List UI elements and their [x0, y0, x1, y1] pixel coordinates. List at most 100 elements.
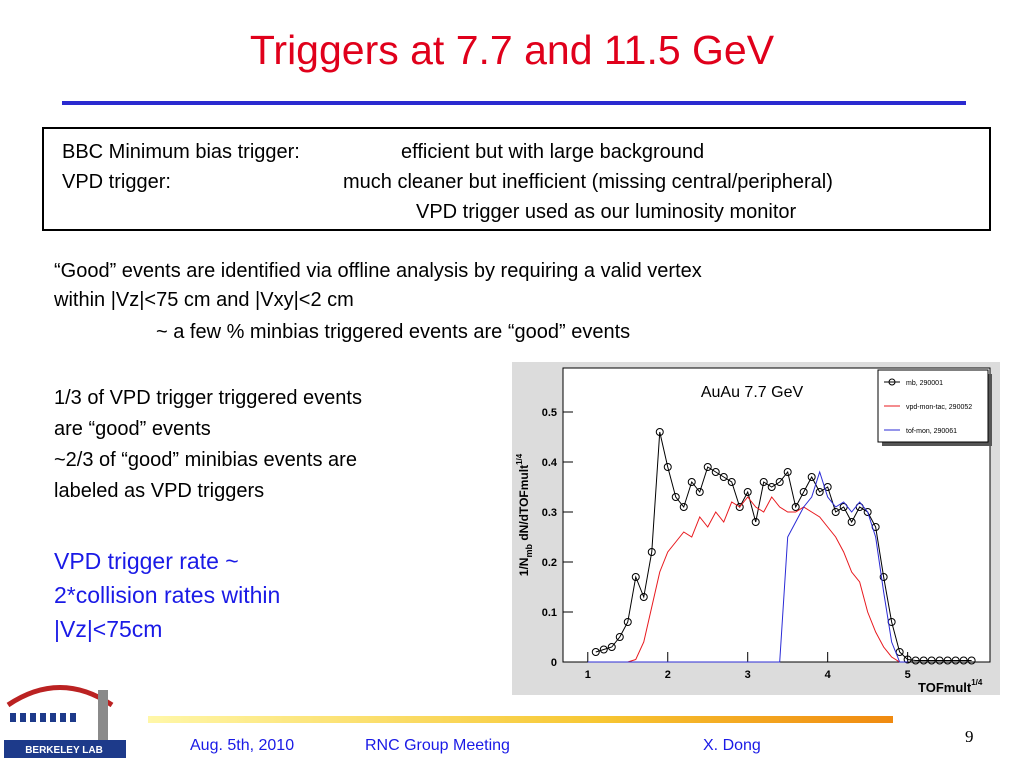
data-point	[919, 656, 928, 665]
y-label-sub: mb	[524, 544, 534, 558]
data-point	[879, 573, 888, 581]
series-line	[595, 431, 972, 661]
data-point	[695, 488, 704, 496]
legend-marker	[888, 378, 896, 386]
box-value: much cleaner but inefficient (missing ce…	[343, 171, 833, 193]
data-point	[903, 655, 912, 664]
plot: 1 2 3 4 5 0 0.1 0.2 0.3 0.4 0.5 mb, 290001 vpd-mon-t…	[542, 369, 992, 681]
logo-tower	[98, 690, 108, 740]
logo-arc	[6, 685, 114, 708]
y-tick-label: 0.4	[542, 457, 558, 469]
y-label-part: 1/N	[517, 558, 531, 577]
y-tick-label: 0.2	[542, 557, 557, 569]
summary-text: BBC Minimum bias trigger: efficient but …	[62, 141, 833, 223]
data-point	[911, 656, 920, 665]
text-line: ~2/3 of “good” minibias events are	[54, 449, 357, 471]
data-point	[815, 488, 824, 496]
data-point	[591, 648, 600, 656]
x-tick-label: 4	[825, 669, 832, 681]
logo: BERKELEY LAB	[4, 685, 126, 758]
data-point	[711, 468, 720, 476]
page-number: 9	[965, 727, 974, 746]
y-label-part: dN/dTOFmult	[517, 465, 531, 544]
data-point	[663, 463, 672, 471]
data-point	[639, 593, 648, 601]
text-line: are “good” events	[54, 418, 211, 440]
logo-banner	[4, 740, 126, 758]
data-point	[735, 503, 744, 511]
y-tick-label: 0.5	[542, 407, 557, 419]
logo-marks	[10, 713, 76, 722]
data-point	[671, 493, 680, 501]
footer-date: Aug. 5th, 2010	[190, 737, 294, 754]
legend-label: mb, 290001	[906, 380, 943, 387]
data-point	[935, 656, 944, 665]
data-point	[791, 503, 800, 511]
series-line	[627, 496, 908, 663]
x-axis-label: TOFmult1/4	[918, 678, 983, 695]
y-tick-label: 0.1	[542, 607, 557, 619]
logo-text: BERKELEY LAB	[25, 745, 103, 756]
logo-marks	[8, 712, 88, 722]
y-label-sup: 1/4	[515, 453, 524, 465]
box-value: VPD trigger used as our luminosity monit…	[416, 201, 796, 223]
text-line: |Vz|<75cm	[54, 616, 162, 642]
data-point	[847, 518, 856, 526]
legend-label: vpd-mon-tac, 290052	[906, 404, 972, 411]
x-tick-label: 3	[745, 669, 751, 681]
text-line: 2*collision rates within	[54, 582, 280, 608]
footer-bar	[148, 716, 893, 723]
data-point	[607, 643, 616, 651]
text-line: labeled as VPD triggers	[54, 480, 264, 502]
text-line: “Good” events are identified via offline…	[54, 260, 702, 282]
data-point	[655, 428, 664, 436]
box-label: VPD trigger:	[62, 171, 171, 193]
text-line: VPD trigger rate ~	[54, 548, 239, 574]
data-point	[647, 548, 656, 556]
x-label-part: TOFmult	[918, 680, 972, 695]
data-point	[759, 478, 768, 486]
data-point	[967, 656, 976, 665]
x-label-sup: 1/4	[971, 678, 983, 687]
data-point	[687, 478, 696, 486]
y-axis-label: 1/Nmb dN/dTOFmult1/4	[515, 453, 534, 576]
box-label: BBC Minimum bias trigger:	[62, 141, 300, 163]
data-point	[783, 468, 792, 476]
data-point	[751, 518, 760, 526]
data-point	[775, 478, 784, 486]
data-point	[959, 656, 968, 665]
data-point	[799, 488, 808, 496]
series-line	[587, 470, 908, 663]
text-line: within |Vz|<75 cm and |Vxy|<2 cm	[53, 289, 354, 311]
data-point	[927, 656, 936, 665]
data-point	[743, 488, 752, 496]
slide-title: Triggers at 7.7 and 11.5 GeV	[250, 27, 775, 73]
data-point	[943, 656, 952, 665]
data-point	[719, 473, 728, 481]
data-point	[831, 508, 840, 516]
paragraph: “Good” events are identified via offline…	[53, 260, 702, 502]
footer-author: X. Dong	[703, 737, 761, 754]
x-tick-label: 5	[905, 669, 911, 681]
paragraph-highlight: VPD trigger rate ~ 2*collision rates wit…	[54, 548, 280, 642]
data-point	[679, 503, 688, 511]
x-tick-label: 1	[585, 669, 591, 681]
text-line: 1/3 of VPD trigger triggered events	[54, 387, 362, 409]
box-value: efficient but with large background	[401, 141, 704, 163]
x-tick-label: 2	[665, 669, 671, 681]
chart-annotation: AuAu 7.7 GeV	[701, 384, 804, 401]
footer-meeting: RNC Group Meeting	[365, 737, 510, 754]
data-point	[703, 463, 712, 471]
y-tick-label: 0.3	[542, 507, 557, 519]
data-point	[615, 633, 624, 641]
title-rule	[62, 101, 966, 105]
data-point	[951, 656, 960, 665]
data-point	[631, 573, 640, 581]
data-point	[623, 618, 632, 626]
summary-box	[42, 127, 991, 231]
data-point	[807, 473, 816, 481]
legend-label: tof-mon, 290061	[906, 428, 957, 435]
data-point	[767, 483, 776, 491]
